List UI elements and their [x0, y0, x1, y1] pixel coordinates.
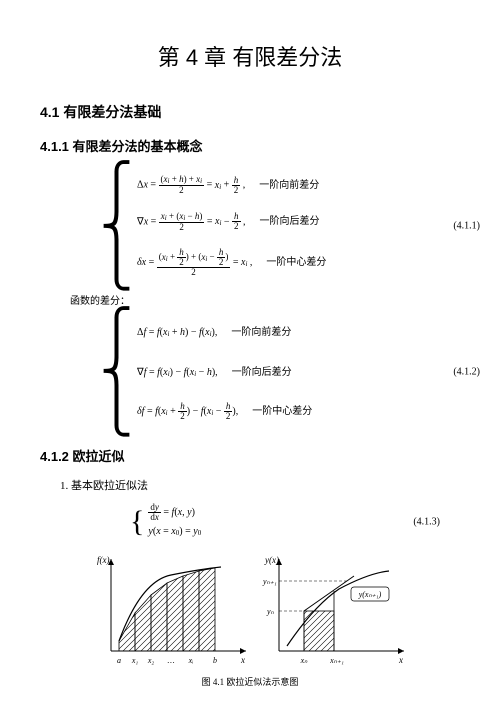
svg-text:y(xₙ₊₁): y(xₙ₊₁) [358, 590, 382, 599]
eq-expr: Δx = (xi + h) + xi2 = xi + h2 , [137, 175, 245, 195]
eq-label: 一阶向前差分 [231, 323, 291, 342]
svg-text:b: b [213, 656, 217, 665]
eq-expr: ∇x = xi + (xi − h)2 = xi − h2 , [137, 212, 246, 232]
svg-text:x: x [240, 655, 245, 665]
svg-text:xₙ: xₙ [300, 656, 309, 665]
eq-expr: ∇f = f(xi) − f(xi − h), [137, 363, 218, 382]
eq-expr: y(x = x0) = y0 [148, 522, 201, 541]
left-brace-icon: ⎧⎨⎩ [100, 313, 133, 432]
eq-expr: dydx = f(x, y) [148, 503, 195, 522]
svg-text:x₂: x₂ [147, 656, 155, 665]
left-brace-icon: ⎧⎨⎩ [100, 167, 133, 286]
equation-4-1-3: { dydx = f(x, y) y(x = x0) = y0 (4.1.3) [130, 503, 460, 541]
chapter-title: 第 4 章 有限差分法 [40, 40, 460, 72]
svg-text:…: … [167, 656, 174, 665]
svg-text:y(x): y(x) [264, 555, 279, 565]
figure-caption: 图 4.1 欧拉近似法示意图 [40, 675, 460, 688]
svg-text:xₙ₊₁: xₙ₊₁ [329, 656, 344, 665]
figure-4-1: f(x) x a x₁ x₂ … xᵢ b [40, 551, 460, 671]
equation-number: (4.1.1) [453, 221, 480, 232]
eq-label: 一阶向前差分 [259, 176, 319, 195]
equation-number: (4.1.2) [453, 367, 480, 378]
list-item-euler: 1. 基本欧拉近似法 [60, 477, 460, 493]
svg-text:xᵢ: xᵢ [188, 656, 194, 665]
figure-left-integral: f(x) x a x₁ x₂ … xᵢ b [91, 551, 251, 671]
svg-text:f(x): f(x) [97, 555, 110, 565]
eq-label: 一阶向后差分 [260, 212, 320, 231]
svg-text:x₁: x₁ [131, 656, 139, 665]
section-4-1-heading: 4.1 有限差分法基础 [40, 102, 460, 122]
eq-expr: δx = (xi + h2) + (xi − h2)2 = xi , [137, 248, 252, 277]
svg-text:x: x [398, 655, 403, 665]
eq-expr: δf = f(xi + h2) − f(xi − h2), [137, 402, 238, 421]
eq-label: 一阶中心差分 [252, 402, 312, 421]
eq-label: 一阶向后差分 [232, 363, 292, 382]
figure-right-step: y(x) x y(xₙ₊₁) yₙ yₙ₊₁ xₙ xₙ₊₁ [259, 551, 409, 671]
equation-4-1-2: ⎧⎨⎩ Δf = f(xi + h) − f(xi), 一阶向前差分 ∇f = … [100, 313, 460, 432]
equation-number: (4.1.3) [413, 516, 440, 527]
section-4-1-2-heading: 4.1.2 欧拉近似 [40, 446, 460, 465]
section-4-1-1-heading: 4.1.1 有限差分法的基本概念 [40, 136, 460, 155]
svg-text:a: a [117, 656, 121, 665]
equation-4-1-1: ⎧⎨⎩ Δx = (xi + h) + xi2 = xi + h2 , 一阶向前… [100, 167, 460, 286]
side-label: 函数的差分： [70, 292, 460, 307]
svg-text:yₙ₊₁: yₙ₊₁ [262, 577, 277, 586]
eq-label: 一阶中心差分 [266, 253, 326, 272]
svg-text:yₙ: yₙ [266, 607, 275, 616]
eq-expr: Δf = f(xi + h) − f(xi), [137, 323, 217, 342]
left-brace-icon: { [130, 503, 144, 541]
